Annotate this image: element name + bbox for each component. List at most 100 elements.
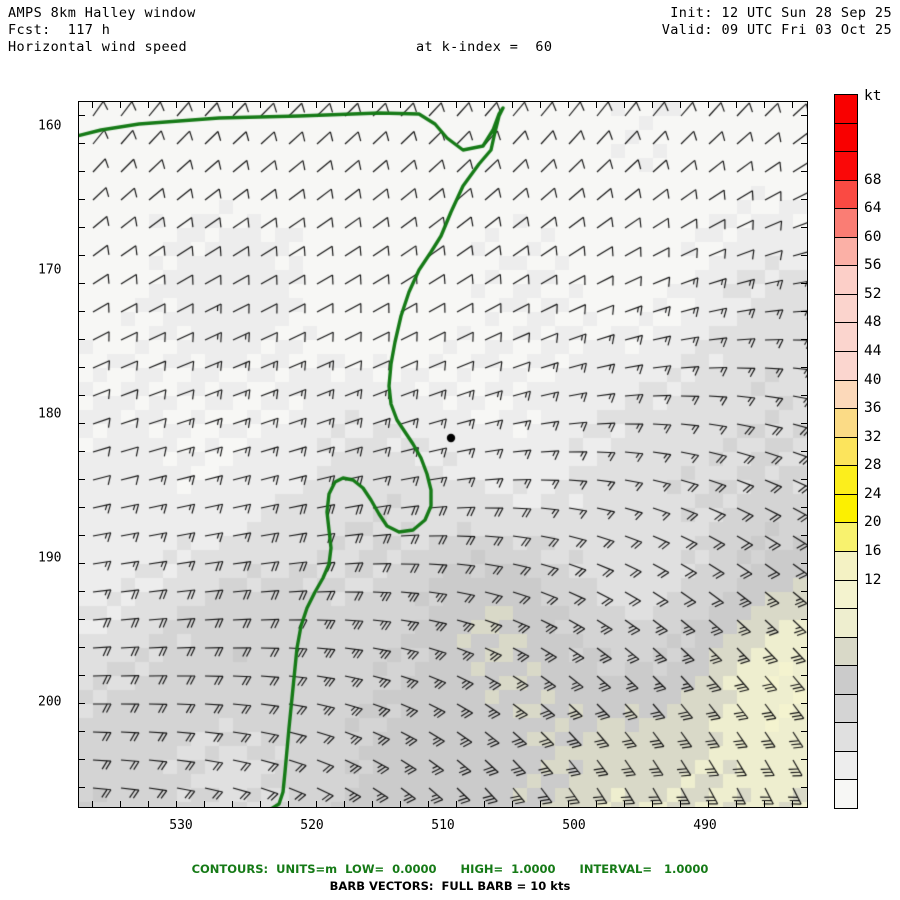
colorbar-tick-label: 40 bbox=[864, 371, 882, 388]
colorbar-cell bbox=[834, 608, 858, 638]
colorbar-tick-label: 28 bbox=[864, 457, 882, 474]
x-axis-tick bbox=[148, 801, 149, 808]
y-axis-tick bbox=[78, 619, 85, 620]
y-axis-tick bbox=[78, 367, 85, 368]
x-axis-tick bbox=[624, 801, 625, 808]
y-axis-tick bbox=[801, 479, 808, 480]
x-axis-tick bbox=[260, 101, 261, 108]
x-axis-tick bbox=[344, 101, 345, 108]
colorbar-cell bbox=[834, 722, 858, 752]
colorbar-tick-label: 16 bbox=[864, 542, 882, 559]
x-axis-tick bbox=[288, 101, 289, 108]
y-axis-label: 180 bbox=[38, 406, 62, 422]
x-axis-tick bbox=[484, 801, 485, 808]
x-axis-tick bbox=[204, 101, 205, 108]
y-axis-tick bbox=[78, 423, 85, 424]
colorbar-tick-label: 68 bbox=[864, 171, 882, 188]
y-axis-tick bbox=[78, 535, 85, 536]
colorbar-cell bbox=[834, 179, 858, 210]
colorbar-cell bbox=[834, 693, 858, 724]
colorbar-cell bbox=[834, 122, 858, 153]
y-axis-tick bbox=[801, 731, 808, 732]
colorbar-tick-label: 20 bbox=[864, 514, 882, 531]
barb-legend-text: BARB VECTORS: FULL BARB = 10 kts bbox=[329, 879, 571, 893]
x-axis-tick bbox=[512, 101, 513, 108]
colorbar-tick-label: 32 bbox=[864, 428, 882, 445]
x-axis-tick bbox=[428, 801, 429, 808]
x-axis-label: 520 bbox=[300, 818, 324, 833]
x-axis-tick bbox=[792, 101, 793, 108]
x-axis-tick bbox=[680, 801, 681, 808]
colorbar-cell bbox=[834, 579, 858, 610]
valid-time: Valid: 09 UTC Fri 03 Oct 25 bbox=[661, 22, 892, 38]
x-axis-tick bbox=[456, 801, 457, 808]
y-axis-tick bbox=[801, 675, 808, 676]
contour-info-text: CONTOURS: UNITS=m LOW= 0.0000 HIGH= 1.00… bbox=[191, 862, 709, 876]
y-axis-tick bbox=[801, 647, 808, 648]
x-axis-tick bbox=[92, 101, 93, 108]
y-axis-tick bbox=[78, 395, 85, 396]
x-axis-tick bbox=[652, 801, 653, 808]
x-axis-tick bbox=[428, 101, 429, 108]
x-axis-label: 500 bbox=[562, 818, 586, 833]
y-axis-tick bbox=[78, 675, 85, 676]
x-axis-tick bbox=[736, 801, 737, 808]
colorbar-tick-label: 44 bbox=[864, 343, 882, 360]
colorbar-cell bbox=[834, 522, 858, 552]
colorbar-cell bbox=[834, 550, 858, 581]
halley-station-marker bbox=[79, 102, 807, 807]
colorbar[interactable] bbox=[834, 94, 858, 809]
map-plot-area[interactable] bbox=[78, 101, 808, 808]
x-axis-tick bbox=[764, 801, 765, 808]
x-axis-tick bbox=[316, 801, 317, 808]
x-axis-tick bbox=[736, 101, 737, 108]
colorbar-cell bbox=[834, 779, 858, 809]
x-axis-tick bbox=[484, 101, 485, 108]
x-axis-label: 490 bbox=[693, 818, 717, 833]
y-axis-tick bbox=[78, 199, 85, 200]
y-axis-tick bbox=[78, 339, 85, 340]
colorbar-tick-label: 48 bbox=[864, 314, 882, 331]
y-axis-tick bbox=[801, 591, 808, 592]
x-axis-tick bbox=[708, 101, 709, 108]
x-axis-tick bbox=[540, 801, 541, 808]
colorbar-cell bbox=[834, 208, 858, 238]
y-axis-tick bbox=[801, 563, 808, 564]
x-axis-tick bbox=[400, 101, 401, 108]
y-axis-tick bbox=[801, 171, 808, 172]
x-axis-tick bbox=[764, 101, 765, 108]
x-axis-tick bbox=[792, 801, 793, 808]
colorbar-cell bbox=[834, 408, 858, 438]
y-axis-tick bbox=[78, 479, 85, 480]
x-axis-tick bbox=[652, 101, 653, 108]
y-axis-tick bbox=[801, 703, 808, 704]
y-axis-tick bbox=[801, 115, 808, 116]
x-axis-tick bbox=[372, 101, 373, 108]
x-axis-tick bbox=[120, 801, 121, 808]
y-axis-tick bbox=[801, 787, 808, 788]
y-axis-tick bbox=[801, 255, 808, 256]
x-axis-tick bbox=[456, 101, 457, 108]
colorbar-cell bbox=[834, 750, 858, 781]
y-axis-tick bbox=[78, 787, 85, 788]
x-axis-tick bbox=[176, 801, 177, 808]
x-axis-tick bbox=[260, 801, 261, 808]
x-axis-tick bbox=[176, 101, 177, 108]
y-axis-tick bbox=[801, 619, 808, 620]
y-axis-tick bbox=[78, 563, 85, 564]
y-axis-tick bbox=[801, 367, 808, 368]
x-axis-tick bbox=[120, 101, 121, 108]
colorbar-cell bbox=[834, 665, 858, 695]
x-axis-tick bbox=[512, 801, 513, 808]
y-axis-tick bbox=[78, 731, 85, 732]
y-axis-tick bbox=[801, 311, 808, 312]
x-axis-tick bbox=[204, 801, 205, 808]
x-axis-tick bbox=[708, 801, 709, 808]
y-axis-tick bbox=[801, 143, 808, 144]
colorbar-tick-label: 52 bbox=[864, 285, 882, 302]
x-axis-tick bbox=[596, 101, 597, 108]
x-axis-tick bbox=[148, 101, 149, 108]
colorbar-units-label: kt bbox=[864, 88, 882, 104]
k-index-label: at k-index = 60 bbox=[416, 39, 553, 55]
y-axis-tick bbox=[78, 171, 85, 172]
